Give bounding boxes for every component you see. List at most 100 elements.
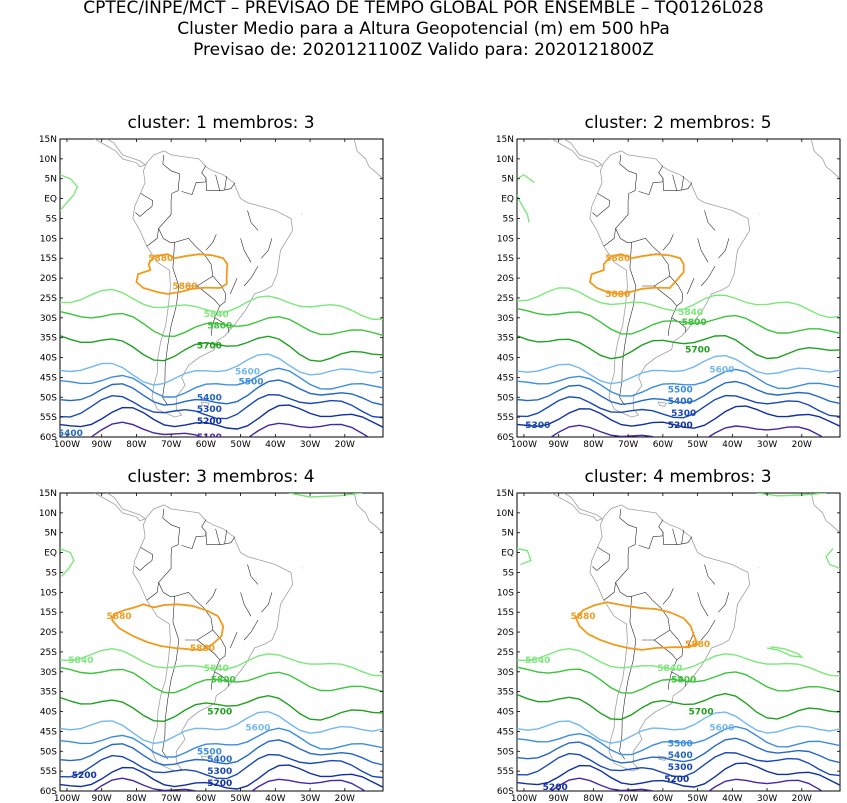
- cluster-4-africa-coastline: [810, 493, 840, 533]
- cluster-3-border-15: [243, 619, 259, 641]
- cluster-2-lat-label: 35S: [497, 334, 514, 344]
- cluster-3-contour-label: 5700: [207, 708, 232, 718]
- cluster-4-lat-label: 15N: [496, 489, 514, 499]
- cluster-3-lon-label: 50W: [230, 794, 250, 803]
- cluster-3-border-9: [206, 536, 236, 545]
- cluster-1-lat-label: 10S: [40, 234, 57, 244]
- cluster-3-lon-label: 40W: [265, 794, 285, 803]
- cluster-2-lat-label: 15N: [496, 135, 514, 145]
- cluster-2-border-11: [672, 174, 678, 191]
- cluster-2-contour-5840: [517, 287, 840, 319]
- cluster-4-contour-label: 5880: [570, 612, 595, 622]
- cluster-4-contour-label: 5800: [671, 676, 696, 686]
- cluster-4-border-14: [662, 588, 674, 605]
- cluster-4-map-layers: 5880 5880 5840 5840 5800 5700 5600 5500 5400 5300…: [517, 493, 840, 791]
- cluster-3-lat-label: 60S: [40, 787, 57, 797]
- cluster-2-lat-label: 15S: [497, 254, 514, 264]
- cluster-2-lat-label: 40S: [497, 354, 514, 364]
- cluster-3-lat-label: 10S: [40, 588, 57, 598]
- cluster-4-border-12: [681, 529, 684, 544]
- cluster-3-title: cluster: 3 membros: 4: [127, 467, 315, 487]
- cluster-3-lat-label: 50S: [40, 747, 57, 757]
- cluster-1-contour-5400: [60, 379, 383, 406]
- cluster-4-border-13: [603, 582, 616, 601]
- cluster-1-lon-label: 60W: [196, 440, 216, 450]
- cluster-3-lat-label: 40S: [40, 708, 57, 718]
- cluster-3-border-0: [162, 622, 180, 760]
- cluster-3-border-4: [214, 671, 230, 687]
- cluster-4-south-america-coastline: [589, 504, 751, 772]
- cluster-4-border-19: [697, 592, 709, 617]
- cluster-4-border-2: [654, 629, 684, 661]
- cluster-2-contour-label: 5500: [668, 385, 693, 395]
- cluster-4-lat-label: 55S: [497, 767, 514, 777]
- cluster-1-lat-label: 25S: [40, 294, 57, 304]
- cluster-2-lon-label: 20W: [792, 440, 812, 450]
- cluster-4-lon-label: 70W: [618, 794, 638, 803]
- cluster-1-contour-5840: [60, 288, 383, 321]
- cluster-3-lat-label: 20S: [40, 628, 57, 638]
- cluster-4-lon-label: 80W: [583, 794, 603, 803]
- cluster-2-lat-label: 55S: [497, 413, 514, 423]
- cluster-4-border-0: [619, 622, 637, 760]
- cluster-1-map: 5880 5880 5840 5800 5700 5600 5500 5400 5300 5200…: [39, 135, 384, 450]
- cluster-2-map-frame: [516, 138, 841, 438]
- cluster-3-map-frame: [59, 492, 384, 792]
- cluster-3-border-12: [224, 529, 227, 544]
- cluster-3-lat-label: 10N: [39, 509, 57, 519]
- cluster-3-contour-label: 5300: [207, 767, 232, 777]
- cluster-3-contour-label: 5840: [68, 656, 93, 666]
- cluster-1-contour-5800: [60, 310, 383, 338]
- cluster-3-contour-label: 5880: [107, 612, 132, 622]
- cluster-1-lat-label: 5S: [46, 214, 58, 224]
- cluster-1-border-12: [224, 175, 227, 190]
- cluster-2-contour-label: 5600: [709, 365, 734, 375]
- cluster-1-lat-label: 30S: [40, 314, 57, 324]
- cluster-1-contour-label: 5880: [173, 282, 198, 292]
- cluster-1-border-18: [229, 277, 238, 295]
- cluster-3-contour-label: 5200: [207, 779, 232, 789]
- cluster-3-lat-label: 55S: [40, 767, 57, 777]
- cluster-2-contour-5100: [549, 424, 825, 437]
- cluster-4-border-10: [662, 531, 664, 545]
- cluster-3-lat-label: 25S: [40, 648, 57, 658]
- cluster-2-contour-5800: [517, 307, 840, 335]
- cluster-1-contour-5100: [89, 421, 370, 437]
- cluster-1-lat-label: 20S: [40, 274, 57, 284]
- cluster-2-lat-label: 50S: [497, 393, 514, 403]
- cluster-3-lat-label: 5N: [45, 529, 57, 539]
- cluster-3-lat-label: 15N: [39, 489, 57, 499]
- cluster-1-lat-label: 40S: [40, 354, 57, 364]
- cluster-2-africa-coastline: [810, 139, 840, 179]
- cluster-2-border-10: [662, 177, 664, 191]
- cluster-4-lat-label: 30S: [497, 668, 514, 678]
- cluster-3-border-18: [229, 631, 238, 649]
- cluster-1-contour-label: 5500: [238, 377, 263, 387]
- cluster-2-border-15: [700, 265, 716, 287]
- cluster-1-border-5: [135, 193, 154, 217]
- cluster-3-contour-label: 5200: [72, 771, 97, 781]
- cluster-2-contour-label: 5800: [682, 318, 707, 328]
- cluster-4-lat-label: 40S: [497, 708, 514, 718]
- cluster-1-lat-label: 5N: [45, 175, 57, 185]
- cluster-4-contour-5300: [517, 751, 840, 778]
- cluster-3-lon-label: 30W: [300, 794, 320, 803]
- cluster-2-border-5: [592, 193, 611, 217]
- cluster-4-border-16: [718, 592, 730, 613]
- cluster-3-border-6: [158, 561, 175, 597]
- cluster-3-contour-5840-segment-0: [60, 547, 75, 577]
- cluster-4-contour-5800: [517, 666, 840, 694]
- cluster-1-lon-label: 100W: [54, 440, 80, 450]
- cluster-1-lon-label: 40W: [265, 440, 285, 450]
- cluster-2-border-19: [697, 238, 709, 263]
- cluster-2-lat-label: 20S: [497, 274, 514, 284]
- cluster-1-contour-label: 5600: [235, 367, 260, 377]
- cluster-3-map: 5880 5880 5840 5840 5800 5700 5600 5500 5400 5300…: [39, 489, 384, 803]
- cluster-1-lon-label: 80W: [126, 440, 146, 450]
- cluster-4-lon-label: 40W: [722, 794, 742, 803]
- cluster-4-border-4: [671, 671, 687, 687]
- cluster-4-border-17: [704, 564, 716, 585]
- cluster-3-lat-label: 30S: [40, 668, 57, 678]
